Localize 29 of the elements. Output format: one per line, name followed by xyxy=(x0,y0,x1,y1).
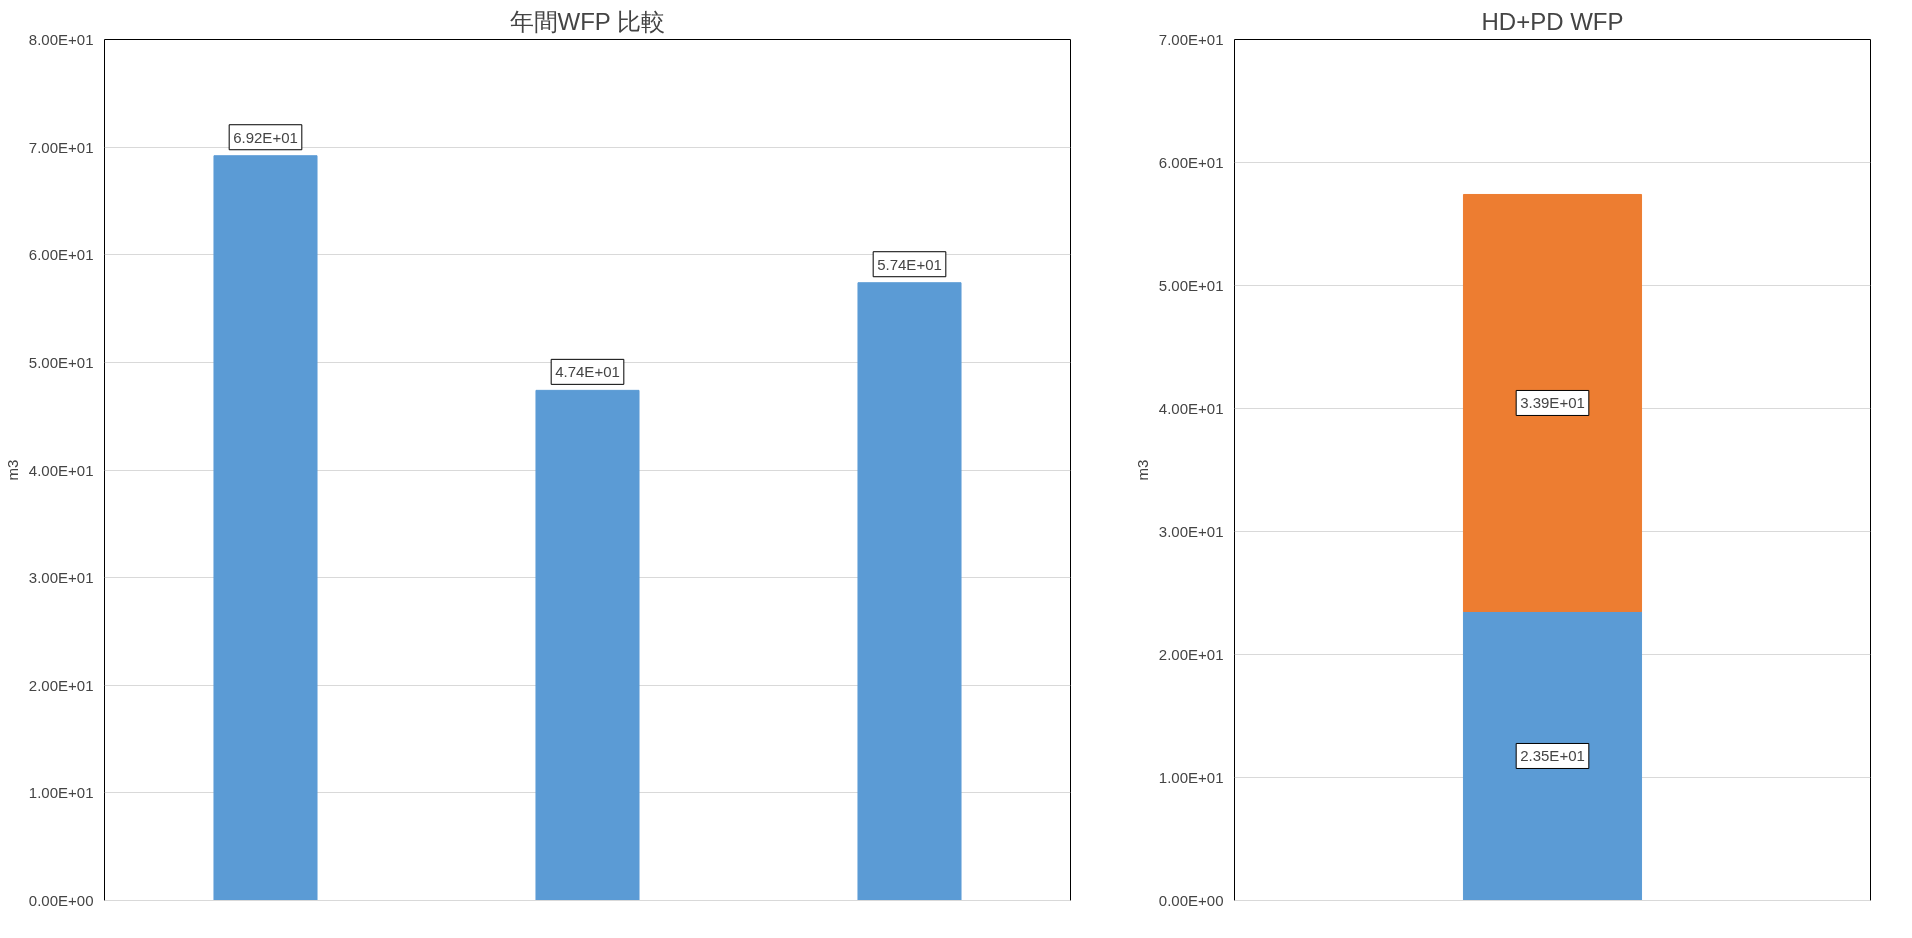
data-label: 4.74E+01 xyxy=(555,363,620,381)
y-tick-label: 6.00E+01 xyxy=(28,246,94,264)
data-label: 5.74E+01 xyxy=(877,255,942,273)
chart-title: 年間WFP 比較 xyxy=(509,7,666,35)
chart-title: HD+PD WFP xyxy=(1481,7,1624,35)
y-tick-label: 5.00E+01 xyxy=(28,353,94,371)
bar xyxy=(213,155,318,901)
y-tick-label: 6.00E+01 xyxy=(1158,154,1224,171)
y-tick-label: 3.00E+01 xyxy=(28,569,94,587)
y-tick-label: 3.00E+01 xyxy=(1158,523,1224,540)
y-tick-label: 2.00E+01 xyxy=(1158,646,1224,663)
data-label: 6.92E+01 xyxy=(233,128,298,146)
y-axis-title: m3 xyxy=(3,459,21,481)
bar xyxy=(535,389,640,901)
y-tick-label: 8.00E+01 xyxy=(28,31,94,48)
y-tick-label: 7.00E+01 xyxy=(28,138,94,156)
y-axis-title: m3 xyxy=(1133,459,1151,481)
y-tick-label: 4.00E+01 xyxy=(1158,400,1224,417)
data-label: 2.35E+01 xyxy=(1520,747,1585,765)
y-tick-label: 5.00E+01 xyxy=(1158,277,1224,294)
bar xyxy=(857,282,962,901)
y-tick-label: 0.00E+00 xyxy=(1158,892,1224,909)
y-tick-label: 1.00E+01 xyxy=(28,784,94,802)
data-label: 3.39E+01 xyxy=(1520,394,1585,412)
y-tick-label: 1.00E+01 xyxy=(1158,769,1224,786)
y-tick-label: 4.00E+01 xyxy=(28,461,94,479)
y-tick-label: 0.00E+00 xyxy=(28,892,94,909)
y-tick-label: 2.00E+01 xyxy=(28,676,94,694)
y-tick-label: 7.00E+01 xyxy=(1158,31,1224,48)
